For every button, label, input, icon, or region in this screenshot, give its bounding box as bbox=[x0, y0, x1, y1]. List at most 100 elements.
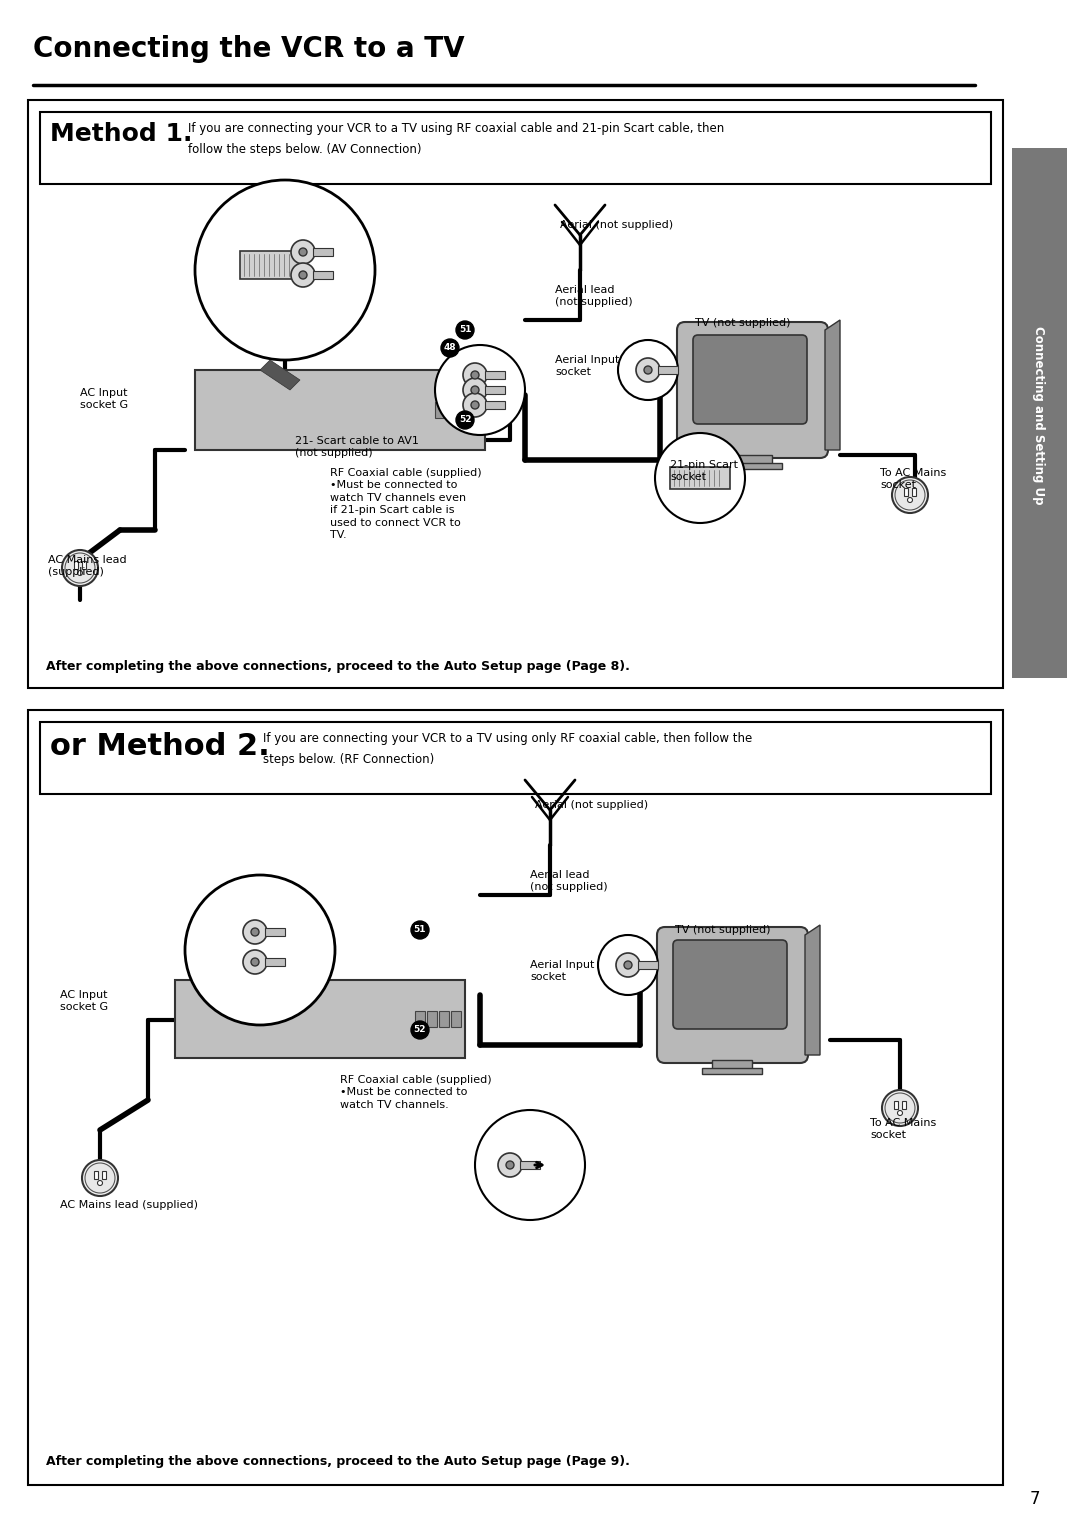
Bar bbox=[265, 958, 285, 966]
Bar bbox=[313, 270, 333, 280]
Bar bbox=[723, 463, 782, 469]
Circle shape bbox=[185, 876, 335, 1025]
Circle shape bbox=[882, 1089, 918, 1126]
Circle shape bbox=[97, 1181, 103, 1186]
Text: Method 1.: Method 1. bbox=[50, 122, 192, 147]
Text: Connecting the VCR to a TV: Connecting the VCR to a TV bbox=[33, 35, 464, 63]
Text: 21-pin Scart
socket: 21-pin Scart socket bbox=[670, 460, 738, 483]
Text: Connecting and Setting Up: Connecting and Setting Up bbox=[1032, 325, 1045, 504]
Text: AC Input
socket G: AC Input socket G bbox=[60, 990, 108, 1013]
Circle shape bbox=[907, 498, 913, 503]
Circle shape bbox=[471, 400, 480, 410]
Bar bbox=[447, 402, 457, 419]
Circle shape bbox=[598, 935, 658, 995]
Text: If you are connecting your VCR to a TV using only RF coaxial cable, then follow : If you are connecting your VCR to a TV u… bbox=[264, 732, 753, 746]
Bar bbox=[702, 1068, 762, 1074]
Bar bbox=[670, 468, 730, 489]
Text: RF Coaxial cable (supplied)
•Must be connected to
watch TV channels even
if 21-p: RF Coaxial cable (supplied) •Must be con… bbox=[330, 468, 482, 539]
Circle shape bbox=[243, 950, 267, 973]
Bar bbox=[732, 455, 772, 465]
Text: 51: 51 bbox=[414, 926, 427, 935]
Text: AC Input
socket G: AC Input socket G bbox=[80, 388, 129, 411]
Text: After completing the above connections, proceed to the Auto Setup page (Page 8).: After completing the above connections, … bbox=[46, 660, 630, 672]
Text: 52: 52 bbox=[414, 1025, 427, 1034]
Bar bbox=[265, 927, 285, 937]
Text: RF Coaxial cable (supplied)
•Must be connected to
watch TV channels.: RF Coaxial cable (supplied) •Must be con… bbox=[340, 1076, 491, 1109]
Bar bbox=[912, 487, 916, 497]
Bar bbox=[435, 402, 445, 419]
Circle shape bbox=[507, 1161, 514, 1169]
Bar bbox=[485, 371, 505, 379]
Polygon shape bbox=[825, 319, 840, 451]
Bar bbox=[894, 1102, 897, 1109]
Text: 52: 52 bbox=[459, 416, 471, 425]
Text: 51: 51 bbox=[459, 325, 471, 335]
Bar bbox=[451, 1012, 461, 1027]
Bar bbox=[1012, 148, 1067, 678]
Bar bbox=[40, 723, 991, 795]
Circle shape bbox=[897, 1111, 903, 1115]
Circle shape bbox=[498, 1154, 522, 1177]
Bar bbox=[28, 711, 1003, 1485]
Circle shape bbox=[471, 371, 480, 379]
Bar bbox=[175, 979, 465, 1057]
FancyBboxPatch shape bbox=[693, 335, 807, 423]
Text: Aerial (not supplied): Aerial (not supplied) bbox=[561, 220, 673, 231]
Bar bbox=[195, 370, 485, 451]
Text: TV (not supplied): TV (not supplied) bbox=[696, 318, 791, 329]
Text: 48: 48 bbox=[444, 344, 457, 353]
Bar bbox=[313, 248, 333, 257]
Circle shape bbox=[624, 961, 632, 969]
Circle shape bbox=[885, 1093, 915, 1123]
FancyBboxPatch shape bbox=[673, 940, 787, 1028]
Circle shape bbox=[654, 432, 745, 523]
Text: 21- Scart cable to AV1
(not supplied): 21- Scart cable to AV1 (not supplied) bbox=[295, 435, 419, 458]
Bar bbox=[902, 1102, 906, 1109]
Bar bbox=[240, 251, 300, 280]
Bar bbox=[28, 99, 1003, 688]
Bar bbox=[75, 561, 78, 568]
Bar bbox=[638, 961, 658, 969]
Circle shape bbox=[243, 920, 267, 944]
Text: To AC Mains
socket: To AC Mains socket bbox=[880, 468, 946, 490]
Bar bbox=[485, 400, 505, 410]
Text: AC Mains lead
(supplied): AC Mains lead (supplied) bbox=[48, 555, 126, 578]
Bar bbox=[82, 561, 86, 568]
Text: Aerial lead
(not supplied): Aerial lead (not supplied) bbox=[555, 286, 633, 307]
Bar bbox=[427, 1012, 437, 1027]
Bar bbox=[415, 1012, 426, 1027]
Bar bbox=[471, 402, 481, 419]
FancyBboxPatch shape bbox=[657, 927, 808, 1063]
Text: If you are connecting your VCR to a TV using RF coaxial cable and 21-pin Scart c: If you are connecting your VCR to a TV u… bbox=[188, 122, 725, 134]
Text: Aerial lead
(not supplied): Aerial lead (not supplied) bbox=[530, 869, 608, 892]
Circle shape bbox=[463, 393, 487, 417]
Bar bbox=[94, 1170, 98, 1180]
Bar bbox=[485, 387, 505, 394]
Bar bbox=[438, 1012, 449, 1027]
Circle shape bbox=[463, 364, 487, 387]
Circle shape bbox=[65, 553, 95, 584]
Circle shape bbox=[251, 927, 259, 937]
Circle shape bbox=[456, 321, 474, 339]
Text: Aerial Input
socket: Aerial Input socket bbox=[555, 354, 619, 377]
FancyBboxPatch shape bbox=[677, 322, 828, 458]
Bar bbox=[712, 1060, 752, 1070]
Text: AC Mains lead (supplied): AC Mains lead (supplied) bbox=[60, 1199, 198, 1210]
Circle shape bbox=[895, 480, 924, 510]
Text: or Method 2.: or Method 2. bbox=[50, 732, 270, 761]
Circle shape bbox=[411, 1021, 429, 1039]
Polygon shape bbox=[260, 361, 300, 390]
Bar bbox=[102, 1170, 106, 1180]
Text: 7: 7 bbox=[1030, 1490, 1040, 1508]
Circle shape bbox=[636, 358, 660, 382]
Circle shape bbox=[441, 339, 459, 358]
Text: TV (not supplied): TV (not supplied) bbox=[675, 924, 770, 935]
Circle shape bbox=[291, 263, 315, 287]
Circle shape bbox=[618, 341, 678, 400]
Circle shape bbox=[411, 921, 429, 940]
Circle shape bbox=[78, 570, 82, 576]
Circle shape bbox=[456, 411, 474, 429]
Bar bbox=[519, 1161, 540, 1169]
Circle shape bbox=[299, 270, 307, 280]
Circle shape bbox=[892, 477, 928, 513]
